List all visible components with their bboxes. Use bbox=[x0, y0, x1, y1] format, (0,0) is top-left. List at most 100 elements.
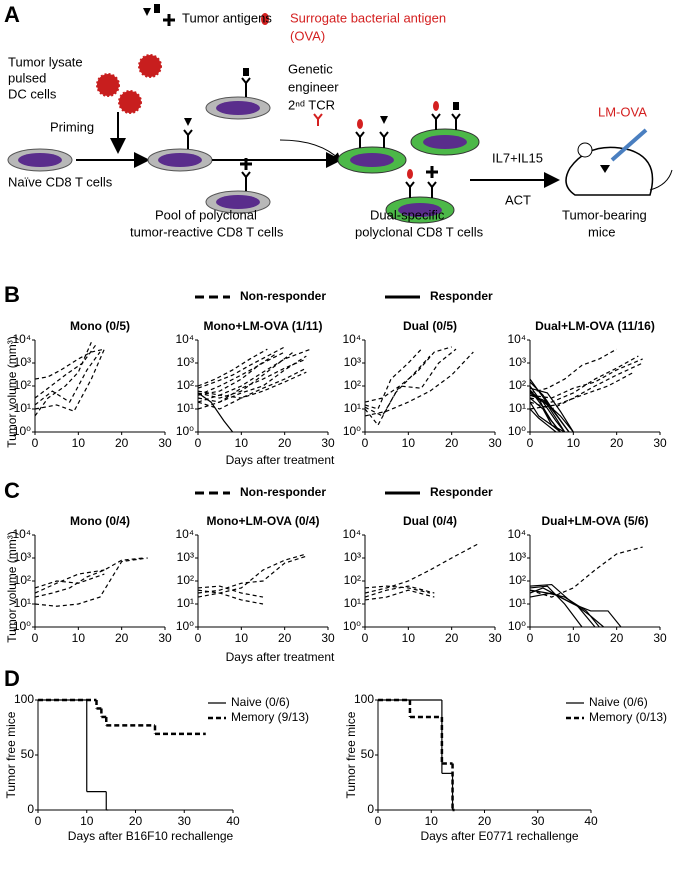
series-line bbox=[529, 355, 639, 403]
chart-title: Dual+LM-OVA (11/16) bbox=[535, 319, 655, 333]
x-tick-label: 20 bbox=[478, 814, 492, 828]
x-tick-label: 20 bbox=[115, 436, 129, 450]
chart-title: Mono (0/5) bbox=[70, 319, 130, 333]
x-tick-label: 0 bbox=[32, 436, 39, 450]
x-tick-label: 20 bbox=[610, 436, 624, 450]
y-tick-label: 0 bbox=[27, 802, 34, 816]
panel-label: C bbox=[4, 478, 20, 503]
x-tick-label: 40 bbox=[584, 814, 598, 828]
x-tick-label: 10 bbox=[425, 814, 439, 828]
x-tick-label: 10 bbox=[567, 631, 581, 645]
y-tick-label: 10⁴ bbox=[342, 527, 361, 541]
series-line bbox=[529, 583, 605, 628]
y-tick-label: 10⁰ bbox=[13, 619, 31, 633]
series-line bbox=[197, 355, 307, 410]
label: 2ⁿᵈ TCR bbox=[288, 97, 335, 112]
y-tick-label: 10¹ bbox=[177, 401, 194, 415]
series-line bbox=[529, 358, 643, 399]
series-line bbox=[197, 351, 285, 396]
chart-title: Dual (0/5) bbox=[403, 319, 457, 333]
label: Pool of polyclonal bbox=[155, 207, 257, 222]
y-tick-label: 10¹ bbox=[14, 401, 31, 415]
series-line bbox=[34, 569, 105, 594]
y-tick-label: 10⁴ bbox=[507, 332, 526, 346]
y-axis-label: Tumor volume (mm³) bbox=[5, 531, 19, 643]
panel-label: B bbox=[4, 282, 20, 307]
series-line bbox=[364, 351, 474, 417]
x-tick-label: 0 bbox=[375, 814, 382, 828]
x-tick-label: 10 bbox=[72, 631, 86, 645]
label: engineer bbox=[288, 79, 339, 94]
panel-label: A bbox=[4, 2, 20, 27]
series-line bbox=[34, 344, 97, 399]
chart-title: Mono+LM-OVA (0/4) bbox=[207, 514, 320, 528]
legend-label: Naive (0/6) bbox=[589, 695, 648, 709]
chart-title: Mono (0/4) bbox=[70, 514, 130, 528]
x-tick-label: 10 bbox=[80, 814, 94, 828]
series-line bbox=[197, 392, 234, 433]
series-line bbox=[34, 557, 144, 598]
series-line bbox=[197, 358, 307, 403]
y-tick-label: 10³ bbox=[177, 355, 194, 369]
y-tick-label: 10⁴ bbox=[12, 527, 31, 541]
y-tick-label: 10³ bbox=[344, 355, 361, 369]
y-tick-label: 10⁰ bbox=[508, 619, 526, 633]
y-tick-label: 10¹ bbox=[344, 596, 361, 610]
series-line bbox=[529, 348, 617, 394]
series-line bbox=[364, 346, 452, 403]
y-tick-label: 10² bbox=[344, 378, 361, 392]
series-line bbox=[197, 348, 311, 396]
y-tick-label: 10⁴ bbox=[175, 332, 194, 346]
x-tick-label: 20 bbox=[610, 631, 624, 645]
y-tick-label: 10³ bbox=[177, 550, 194, 564]
label: ACT bbox=[505, 192, 531, 207]
x-tick-label: 0 bbox=[32, 631, 39, 645]
series-line bbox=[529, 371, 635, 410]
y-axis-label: Tumor free mice bbox=[4, 711, 18, 798]
series-line bbox=[529, 381, 570, 433]
y-tick-label: 10¹ bbox=[14, 596, 31, 610]
x-axis-label: Days after treatment bbox=[226, 650, 335, 664]
label: tumor-reactive CD8 T cells bbox=[130, 224, 284, 239]
y-tick-label: 50 bbox=[361, 747, 375, 761]
legend-label: Memory (0/13) bbox=[589, 710, 667, 724]
series-line bbox=[197, 585, 264, 598]
series-line bbox=[34, 348, 105, 380]
legend-label: Responder bbox=[430, 485, 493, 499]
x-tick-label: 30 bbox=[488, 631, 502, 645]
x-tick-label: 30 bbox=[158, 631, 172, 645]
series-line bbox=[529, 362, 643, 410]
series-line bbox=[34, 557, 148, 607]
y-tick-label: 10² bbox=[14, 573, 31, 587]
x-tick-label: 10 bbox=[235, 631, 249, 645]
legend-label: Memory (9/13) bbox=[231, 710, 309, 724]
x-tick-label: 0 bbox=[362, 631, 369, 645]
x-tick-label: 20 bbox=[445, 436, 459, 450]
x-tick-label: 30 bbox=[653, 436, 667, 450]
y-tick-label: 10¹ bbox=[177, 596, 194, 610]
series-line bbox=[197, 589, 264, 605]
series-line bbox=[34, 351, 101, 406]
x-tick-label: 30 bbox=[158, 436, 172, 450]
y-tick-label: 10² bbox=[509, 573, 526, 587]
label: Tumor lysate bbox=[8, 54, 83, 69]
label: Priming bbox=[50, 119, 94, 134]
y-tick-label: 10² bbox=[14, 378, 31, 392]
x-tick-label: 0 bbox=[527, 436, 534, 450]
x-tick-label: 30 bbox=[321, 436, 335, 450]
series-line bbox=[529, 408, 557, 433]
legend-label: Non-responder bbox=[240, 485, 326, 499]
x-tick-label: 30 bbox=[321, 631, 335, 645]
series-line bbox=[364, 585, 435, 598]
label: polyclonal CD8 T cells bbox=[355, 224, 484, 239]
x-axis-label: Days after B16F10 rechallenge bbox=[68, 829, 234, 843]
y-tick-label: 10¹ bbox=[344, 401, 361, 415]
y-tick-label: 10¹ bbox=[509, 596, 526, 610]
panel-label: D bbox=[4, 666, 20, 691]
label: Dual-specific bbox=[370, 207, 445, 222]
x-tick-label: 10 bbox=[402, 436, 416, 450]
x-tick-label: 20 bbox=[445, 631, 459, 645]
y-tick-label: 10⁰ bbox=[343, 424, 361, 438]
series-line bbox=[197, 348, 268, 387]
y-tick-label: 10⁰ bbox=[176, 424, 194, 438]
